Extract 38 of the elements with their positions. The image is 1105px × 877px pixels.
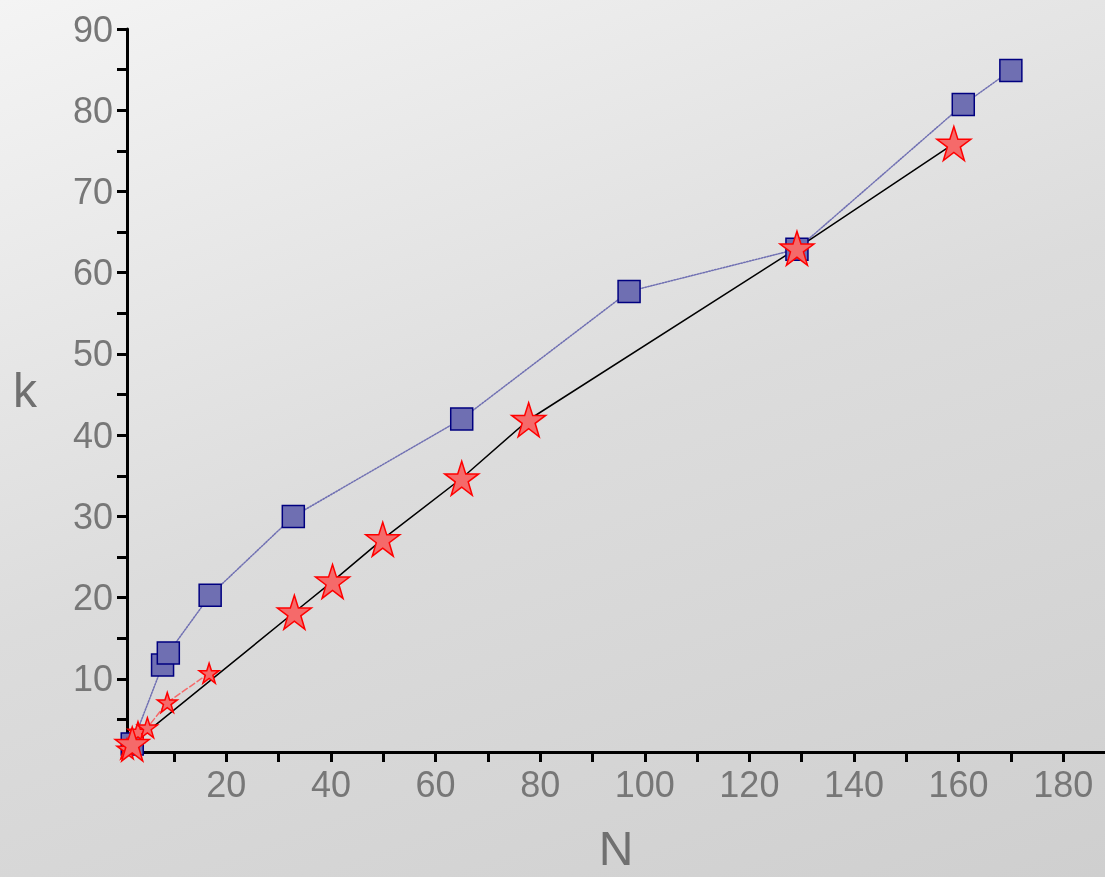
y-tick-label: 10 [72, 658, 113, 700]
point [281, 504, 306, 529]
point [276, 594, 313, 631]
x-tick-label: 40 [310, 763, 351, 805]
y-tick-label: 60 [72, 252, 113, 294]
y-tick-label: 50 [72, 333, 113, 375]
y-axis-title: k [13, 364, 38, 417]
point [156, 691, 179, 714]
point [779, 230, 815, 267]
point [114, 726, 150, 762]
y-tick-label: 40 [72, 414, 113, 456]
point [314, 563, 351, 600]
x-tick-label: 60 [415, 763, 456, 805]
x-tick-label: 120 [719, 763, 780, 805]
point [510, 401, 547, 438]
point [443, 460, 480, 496]
point [449, 407, 474, 431]
y-tick-label: 80 [72, 89, 113, 131]
x-tick-label: 160 [928, 763, 989, 805]
point [951, 92, 976, 117]
x-tick-label: 180 [1033, 763, 1094, 805]
point [156, 641, 181, 665]
y-tick-label: 90 [72, 8, 113, 50]
point [936, 125, 972, 162]
point [364, 521, 401, 557]
x-tick-label: 100 [614, 763, 675, 805]
x-tick-label: 140 [823, 763, 884, 805]
y-tick-label: 20 [72, 577, 113, 619]
point [617, 279, 641, 304]
x-tick-label: 80 [520, 763, 561, 805]
y-tick-label: 70 [72, 170, 113, 212]
point [999, 58, 1023, 83]
x-axis-title: N [598, 821, 634, 875]
y-tick-label: 30 [72, 495, 113, 537]
x-tick-label: 20 [206, 763, 247, 805]
point [198, 662, 220, 684]
point [198, 583, 222, 607]
point [136, 716, 159, 739]
